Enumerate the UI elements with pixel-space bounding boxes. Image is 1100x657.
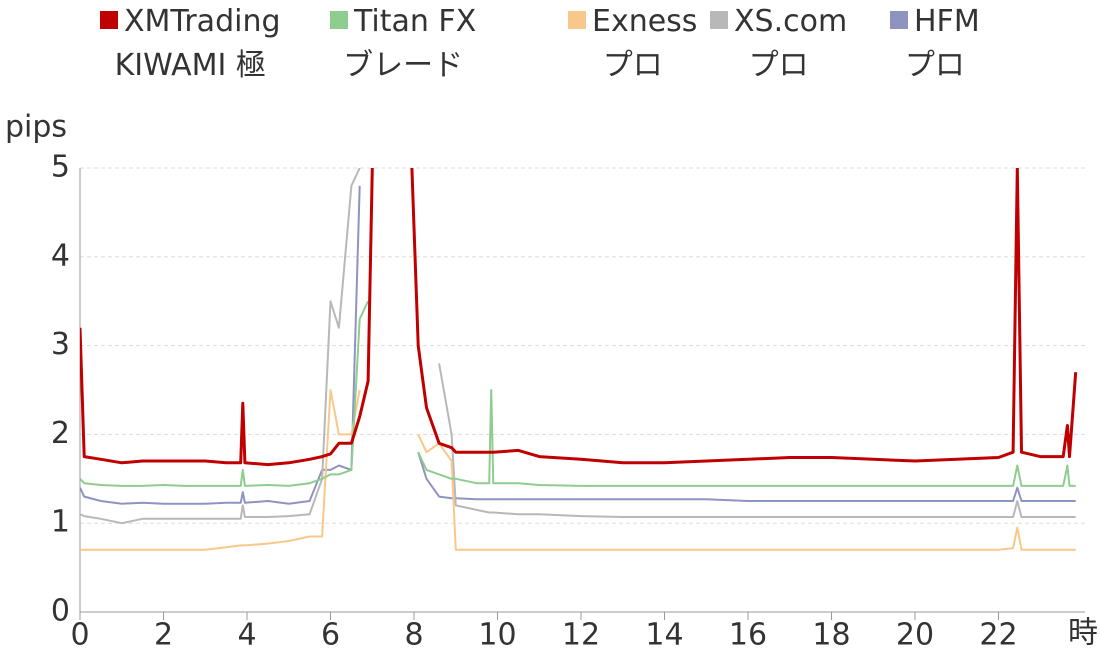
series-line xyxy=(80,185,1076,505)
series-line xyxy=(80,168,1078,467)
legend-label: Titan FX ブレード xyxy=(343,4,477,83)
x-tick-label: 12 xyxy=(562,618,600,653)
y-tick-label: 0 xyxy=(51,594,70,629)
y-tick-label: 5 xyxy=(51,150,70,185)
y-tick-label: 3 xyxy=(51,327,70,362)
x-tick-label: 8 xyxy=(404,618,423,653)
x-tick-label: 4 xyxy=(237,618,256,653)
legend-item: XMTrading KIWAMI 極 xyxy=(100,0,281,88)
legend-label: HFM プロ xyxy=(904,4,980,83)
x-tick-label: 2 xyxy=(154,618,173,653)
y-tick-label: 1 xyxy=(51,505,70,540)
legend-swatch xyxy=(890,11,908,29)
y-tick-label: 4 xyxy=(51,238,70,273)
legend-item: Titan FX ブレード xyxy=(330,0,476,88)
legend-item: Exness プロ xyxy=(568,0,697,88)
x-tick-label: 20 xyxy=(896,618,934,653)
x-tick-label: 10 xyxy=(478,618,516,653)
series-line xyxy=(80,300,1076,487)
legend-swatch xyxy=(100,11,118,29)
x-tick-label: 18 xyxy=(812,618,850,653)
x-tick-label: 22 xyxy=(979,618,1017,653)
x-tick-label: 16 xyxy=(729,618,767,653)
x-tick-label: 6 xyxy=(321,618,340,653)
legend-label: Exness プロ xyxy=(592,4,698,83)
x-tick-label: 0 xyxy=(70,618,89,653)
x-tick-label: 14 xyxy=(645,618,683,653)
legend-item: XS.com プロ xyxy=(710,0,847,88)
series-line xyxy=(80,389,1076,551)
legend-swatch xyxy=(568,11,586,29)
y-axis-label: pips xyxy=(5,110,67,145)
series-line xyxy=(80,168,1076,525)
legend-swatch xyxy=(710,11,728,29)
legend-item: HFM プロ xyxy=(890,0,980,88)
y-tick-label: 2 xyxy=(51,416,70,451)
legend-label: XMTrading KIWAMI 極 xyxy=(114,4,281,83)
legend-label: XS.com プロ xyxy=(734,4,848,83)
x-axis-label: 時 xyxy=(1068,616,1098,651)
legend-swatch xyxy=(330,11,348,29)
